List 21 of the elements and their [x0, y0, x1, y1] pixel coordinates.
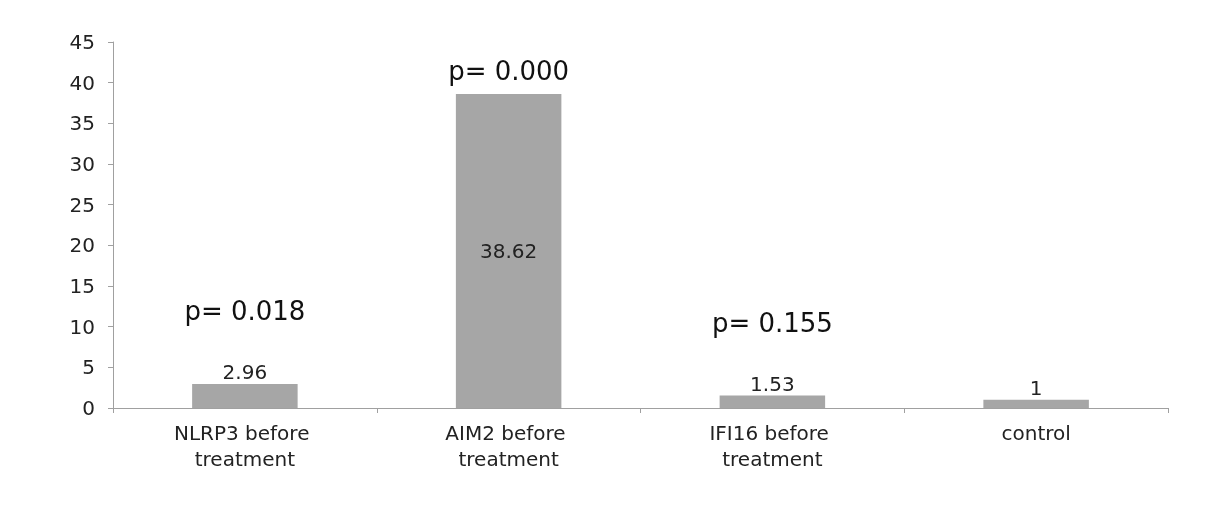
x-tick-label: IFI16 before treatment	[709, 421, 836, 471]
data-label: 38.62	[479, 238, 538, 263]
y-tick-label: 40	[69, 70, 95, 95]
y-tick-label: 0	[82, 396, 95, 420]
x-tick-label: NLRP3 before treatment	[173, 421, 316, 471]
data-label: 2.96	[222, 359, 268, 384]
y-tick-label: 25	[69, 192, 95, 217]
annotation: p= 0.000	[448, 55, 570, 86]
y-tick-label: 15	[69, 274, 95, 298]
data-label: 1.53	[750, 371, 795, 396]
x-tick-label: control	[1001, 421, 1071, 445]
y-tick-label: 45	[69, 30, 95, 54]
y-tick-label: 10	[69, 314, 95, 339]
y-tick-label: 5	[82, 355, 95, 380]
annotation: p= 0.155	[711, 307, 833, 338]
x-tick-label: AIM2 before treatment	[445, 421, 572, 471]
y-tick-label: 35	[69, 111, 95, 136]
y-tick-label: 30	[69, 152, 95, 176]
data-label: 1	[1029, 375, 1043, 400]
annotation: p= 0.018	[184, 295, 306, 326]
y-tick-label: 20	[69, 233, 95, 258]
